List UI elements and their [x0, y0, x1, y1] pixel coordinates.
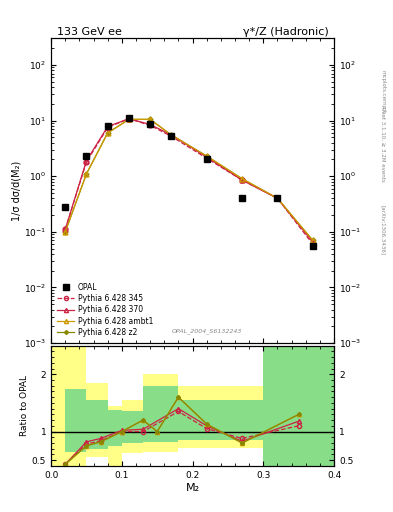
Pythia 6.428 345: [148, 122, 152, 129]
Pythia 6.428 370: [310, 239, 315, 245]
OPAL: [169, 133, 174, 139]
OPAL: [275, 195, 280, 201]
Pythia 6.428 370: [105, 123, 110, 130]
Pythia 6.428 z2: [127, 116, 131, 122]
Pythia 6.428 ambt1: [148, 116, 152, 122]
Pythia 6.428 ambt1: [275, 195, 280, 201]
Pythia 6.428 345: [169, 133, 174, 139]
OPAL: [310, 243, 315, 249]
Pythia 6.428 345: [310, 241, 315, 247]
Y-axis label: 1/σ dσ/d(M₂): 1/σ dσ/d(M₂): [11, 161, 21, 221]
Pythia 6.428 z2: [148, 116, 152, 122]
Pythia 6.428 ambt1: [240, 176, 244, 182]
OPAL: [84, 153, 89, 159]
Pythia 6.428 ambt1: [84, 171, 89, 177]
Pythia 6.428 345: [84, 159, 89, 165]
Pythia 6.428 ambt1: [127, 116, 131, 122]
OPAL: [63, 204, 68, 210]
Line: OPAL: OPAL: [62, 115, 316, 249]
Y-axis label: Ratio to OPAL: Ratio to OPAL: [20, 375, 29, 436]
Line: Pythia 6.428 370: Pythia 6.428 370: [63, 116, 315, 245]
Pythia 6.428 370: [240, 177, 244, 183]
OPAL: [105, 123, 110, 129]
Pythia 6.428 ambt1: [63, 229, 68, 235]
Pythia 6.428 370: [169, 132, 174, 138]
Pythia 6.428 z2: [84, 171, 89, 177]
Pythia 6.428 ambt1: [204, 153, 209, 159]
Text: 133 GeV ee: 133 GeV ee: [57, 27, 121, 37]
Pythia 6.428 345: [275, 195, 280, 201]
Pythia 6.428 345: [204, 155, 209, 161]
OPAL: [148, 121, 152, 127]
Line: Pythia 6.428 345: Pythia 6.428 345: [63, 116, 315, 247]
Text: mcplots.cern.ch: mcplots.cern.ch: [381, 70, 386, 114]
Pythia 6.428 z2: [240, 176, 244, 182]
Pythia 6.428 ambt1: [169, 132, 174, 138]
Pythia 6.428 ambt1: [310, 238, 315, 244]
Text: Rivet 3.1.10, ≥ 3.2M events: Rivet 3.1.10, ≥ 3.2M events: [381, 105, 386, 182]
Pythia 6.428 z2: [169, 132, 174, 138]
Line: Pythia 6.428 z2: Pythia 6.428 z2: [64, 118, 314, 242]
Pythia 6.428 345: [105, 124, 110, 131]
Pythia 6.428 370: [127, 116, 131, 122]
Legend: OPAL, Pythia 6.428 345, Pythia 6.428 370, Pythia 6.428 ambt1, Pythia 6.428 z2: OPAL, Pythia 6.428 345, Pythia 6.428 370…: [55, 281, 156, 339]
Pythia 6.428 370: [84, 158, 89, 164]
Text: OPAL_2004_S6132243: OPAL_2004_S6132243: [171, 328, 242, 334]
OPAL: [204, 156, 209, 162]
Pythia 6.428 ambt1: [105, 130, 110, 136]
Pythia 6.428 345: [127, 116, 131, 122]
Pythia 6.428 z2: [105, 130, 110, 136]
Pythia 6.428 345: [63, 226, 68, 232]
Pythia 6.428 370: [63, 226, 68, 232]
Pythia 6.428 z2: [63, 229, 68, 235]
Pythia 6.428 z2: [310, 238, 315, 244]
OPAL: [240, 195, 244, 201]
Pythia 6.428 z2: [275, 195, 280, 201]
Pythia 6.428 370: [204, 154, 209, 160]
Line: Pythia 6.428 ambt1: Pythia 6.428 ambt1: [63, 117, 315, 243]
OPAL: [127, 115, 131, 121]
Pythia 6.428 370: [148, 121, 152, 127]
Pythia 6.428 370: [275, 195, 280, 201]
Pythia 6.428 345: [240, 177, 244, 183]
X-axis label: M₂: M₂: [185, 482, 200, 493]
Pythia 6.428 z2: [204, 153, 209, 159]
Text: γ*/Z (Hadronic): γ*/Z (Hadronic): [242, 27, 329, 37]
Text: [arXiv:1306.3436]: [arXiv:1306.3436]: [381, 205, 386, 255]
